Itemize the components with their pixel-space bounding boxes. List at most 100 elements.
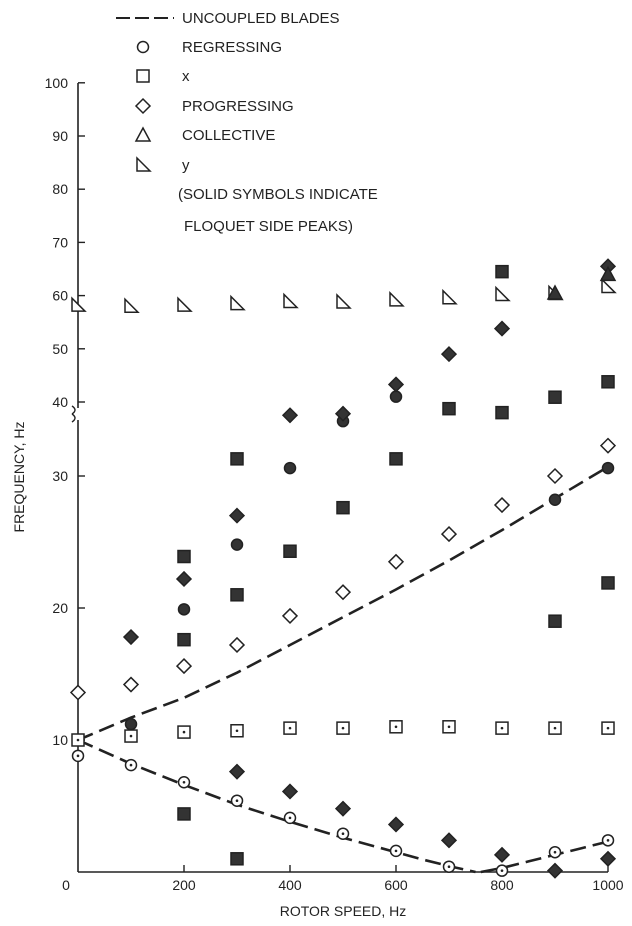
progressing-open-point	[440, 526, 458, 543]
progressing-solid-point	[228, 763, 246, 780]
regressing-solid-point	[124, 717, 138, 731]
y-open-point	[177, 296, 193, 312]
y-open-point	[124, 297, 140, 313]
legend-label: COLLECTIVE	[182, 127, 275, 144]
progressing-open-point	[122, 676, 140, 693]
legend-diamond-swatch	[134, 97, 152, 115]
uncoupled-blades-line	[77, 738, 476, 874]
legend-label: x	[182, 68, 190, 85]
progressing-solid-point	[546, 862, 564, 879]
x-tick-label: 800	[490, 877, 514, 893]
point-center-dot	[447, 725, 451, 729]
x-tick-label: 0	[62, 877, 70, 893]
progressing-solid-point	[387, 816, 405, 833]
regressing-solid-point	[548, 493, 562, 507]
legend-right-triangle-swatch	[136, 156, 152, 172]
point-center-dot	[182, 780, 186, 784]
y-open-point	[495, 285, 511, 302]
x-solid-point	[442, 401, 456, 416]
point-center-dot	[129, 763, 133, 767]
point-center-dot	[76, 754, 80, 758]
x-solid-point	[230, 588, 244, 602]
y-open-point	[336, 293, 352, 309]
x-solid-point	[230, 852, 244, 866]
x-solid-point	[283, 544, 297, 558]
progressing-open-point	[334, 584, 352, 601]
progressing-solid-point	[387, 376, 405, 393]
axes: 40 50 60 70 80 90 100 10 20 30 0 200 400 600 800 1000	[45, 75, 624, 893]
x-tick-label: 400	[278, 877, 302, 893]
x-solid-point	[548, 614, 562, 628]
point-center-dot	[606, 839, 610, 842]
y-open-point	[389, 291, 405, 307]
y-tick-label: 80	[52, 181, 68, 197]
x-tick-label: 1000	[592, 877, 623, 893]
x-solid-point	[177, 549, 191, 564]
x-solid-point	[230, 452, 244, 466]
y-axis-break	[71, 405, 76, 423]
legend-note: (SOLID SYMBOLS INDICATE	[178, 186, 378, 203]
progressing-open-point	[387, 553, 405, 570]
progressing-open-point	[175, 658, 193, 675]
progressing-open-point	[493, 496, 511, 514]
y-tick-label: 10	[52, 732, 68, 748]
progressing-open-point	[281, 607, 299, 624]
regressing-solid-point	[177, 603, 191, 616]
progressing-solid-point	[440, 832, 458, 849]
point-center-dot	[182, 730, 186, 734]
x-solid-point	[336, 500, 350, 515]
point-center-dot	[288, 816, 292, 820]
regressing-solid-point	[389, 390, 403, 403]
x-solid-point	[177, 632, 191, 647]
legend-label: UNCOUPLED BLADES	[182, 10, 340, 27]
progressing-solid-point	[334, 405, 352, 422]
legend-label: PROGRESSING	[182, 98, 294, 115]
y-tick-label: 40	[52, 394, 68, 410]
y-tick-label: 30	[52, 468, 68, 484]
y-axis-label: FREQUENCY, Hz	[11, 422, 27, 533]
x-tick-label: 200	[172, 877, 196, 893]
point-center-dot	[129, 734, 133, 738]
legend-triangle-swatch	[134, 126, 152, 142]
point-center-dot	[447, 865, 451, 869]
progressing-solid-point	[281, 407, 299, 424]
x-axis-label: ROTOR SPEED, Hz	[280, 903, 407, 919]
progressing-solid-point	[175, 570, 193, 588]
x-solid-point	[601, 375, 615, 389]
progressing-open-point	[69, 684, 87, 701]
y-open-point	[442, 288, 458, 305]
progressing-solid-point	[122, 628, 140, 646]
point-center-dot	[235, 799, 239, 803]
point-center-dot	[394, 725, 398, 729]
point-center-dot	[500, 726, 504, 730]
x-solid-point	[177, 807, 191, 821]
y-open-point	[283, 292, 299, 309]
y-open-point	[601, 277, 617, 294]
progressing-solid-point	[493, 320, 511, 337]
collective-solid-point	[546, 284, 564, 300]
regressing-solid-point	[601, 461, 615, 475]
y-tick-label: 50	[52, 341, 68, 357]
y-tick-label: 70	[52, 234, 68, 250]
point-center-dot	[235, 729, 239, 733]
y-tick-label: 20	[52, 600, 68, 616]
progressing-open-point	[599, 437, 617, 454]
x-solid-point	[495, 264, 509, 279]
series-lines	[77, 465, 609, 874]
y-tick-label: 100	[45, 75, 69, 91]
x-tick-label: 600	[384, 877, 408, 893]
point-center-dot	[341, 726, 345, 730]
legend-label: REGRESSING	[182, 39, 282, 56]
point-center-dot	[606, 726, 610, 730]
progressing-open-point	[546, 467, 564, 485]
x-solid-point	[548, 390, 562, 404]
regressing-solid-point	[230, 538, 244, 551]
point-center-dot	[500, 869, 504, 872]
y-open-point	[230, 294, 246, 311]
x-solid-point	[389, 452, 403, 466]
regressing-solid-point	[283, 461, 297, 475]
legend: UNCOUPLED BLADES REGRESSING x PROGRESSING CO…	[116, 10, 378, 235]
progressing-solid-point	[228, 507, 246, 524]
progressing-solid-point	[440, 346, 458, 363]
